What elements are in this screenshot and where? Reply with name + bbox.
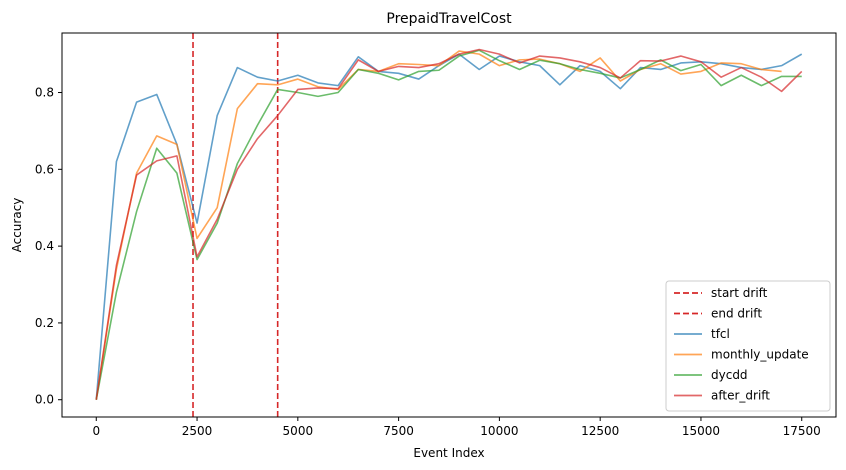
y-tick-label: 0.0: [35, 393, 54, 407]
series-line-after-drift: [95, 48, 803, 400]
legend: start drift end drift tfcl monthly_updatedy…: [665, 280, 831, 412]
y-axis: 0.0 0.2 0.4 0.6 0.8: [35, 86, 62, 407]
legend-label: monthly_update: [711, 348, 809, 362]
legend-label: tfcl: [711, 327, 730, 341]
series-line-dycdd: [95, 49, 802, 400]
x-tick-label: 10000: [480, 424, 518, 438]
x-tick-label: 5000: [283, 424, 314, 438]
x-axis-title: Event Index: [413, 446, 484, 460]
x-tick-label: 7500: [383, 424, 414, 438]
y-axis-title: Accuracy: [10, 198, 24, 253]
y-tick-label: 0.6: [35, 162, 54, 176]
x-tick-label: 12500: [581, 424, 619, 438]
plot-frame: [61, 32, 837, 418]
legend-label: dycdd: [711, 368, 748, 382]
x-tick-label: 2500: [182, 424, 213, 438]
y-tick-label: 0.8: [35, 86, 54, 100]
legend-label: end drift: [711, 307, 762, 321]
y-tick-label: 0.4: [35, 239, 54, 253]
x-tick-label: 0: [92, 424, 100, 438]
x-tick-label: 15000: [682, 424, 720, 438]
y-tick-label: 0.2: [35, 316, 54, 330]
x-tick-label: 17500: [783, 424, 821, 438]
legend-label: after_drift: [711, 389, 770, 403]
plot-area: [95, 33, 803, 417]
legend-box: [665, 280, 831, 412]
x-axis: 0 2500 5000 7500 10000 12500 15000 17500: [92, 417, 821, 438]
chart-title: PrepaidTravelCost: [386, 11, 512, 27]
legend-label: start drift: [711, 286, 768, 300]
series-line-tfcl: [95, 53, 803, 400]
series-line-monthly-update: [95, 50, 782, 400]
